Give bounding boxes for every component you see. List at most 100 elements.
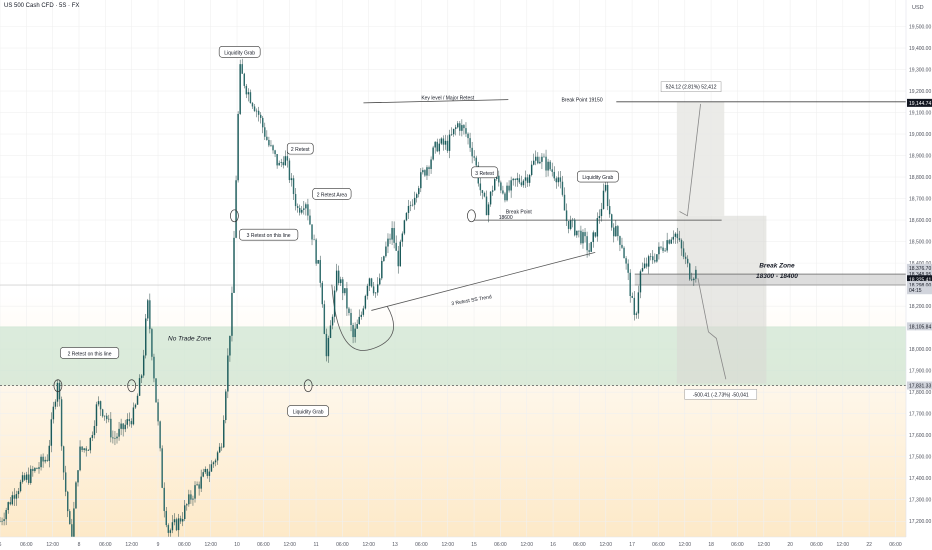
candle-body bbox=[658, 246, 660, 255]
candle-body bbox=[520, 182, 523, 186]
candle-body bbox=[110, 418, 112, 438]
price-label: 18,298.00 bbox=[909, 283, 931, 289]
candle-body bbox=[584, 232, 586, 237]
candle-body bbox=[333, 290, 336, 317]
candle-body bbox=[116, 436, 118, 439]
time-tick-label: 12:00 bbox=[520, 542, 533, 548]
candle-body bbox=[481, 190, 484, 193]
candle-body bbox=[175, 519, 178, 531]
candle-body bbox=[598, 216, 601, 219]
candle-body bbox=[582, 232, 584, 244]
candle-body bbox=[592, 232, 594, 243]
candle-body bbox=[395, 242, 397, 251]
annotation-label: 3 Retest bbox=[475, 171, 494, 177]
candle-body bbox=[307, 204, 309, 216]
candle-body bbox=[208, 471, 211, 476]
candle-body bbox=[561, 181, 564, 195]
candle-body bbox=[286, 156, 289, 161]
price-label: 17,831.33 bbox=[909, 384, 931, 390]
candle-body bbox=[459, 123, 461, 131]
candle-body bbox=[15, 494, 18, 499]
candle-body bbox=[512, 178, 514, 181]
candle-body bbox=[138, 378, 141, 396]
candle-body bbox=[229, 335, 231, 356]
candle-body bbox=[518, 178, 521, 183]
candle-body bbox=[608, 206, 611, 215]
candle-body bbox=[617, 226, 619, 237]
candle-body bbox=[693, 278, 695, 281]
candle-body bbox=[145, 318, 147, 356]
candle-body bbox=[684, 256, 687, 259]
candle-body bbox=[660, 246, 662, 248]
candle-body bbox=[407, 206, 410, 213]
price-label-bg bbox=[907, 322, 932, 331]
candle-body bbox=[112, 437, 114, 439]
candle-body bbox=[188, 494, 190, 505]
candle-body bbox=[370, 278, 373, 287]
candle-body bbox=[165, 511, 167, 526]
price-tick-label: 19,000.00 bbox=[909, 132, 931, 138]
candle-body bbox=[674, 233, 677, 237]
annotation-box bbox=[59, 347, 120, 359]
candle-body bbox=[508, 185, 510, 191]
candle-body bbox=[38, 467, 40, 469]
candle-body bbox=[650, 256, 652, 257]
candle-body bbox=[69, 511, 71, 525]
candle-body bbox=[574, 219, 576, 236]
currency-label: USD bbox=[912, 5, 924, 11]
candle-body bbox=[442, 138, 445, 145]
candle-body bbox=[241, 64, 243, 74]
candle-body bbox=[604, 184, 607, 191]
candle-body bbox=[64, 472, 67, 492]
candle-body bbox=[600, 208, 603, 217]
retest-circle bbox=[467, 209, 476, 223]
candle-body bbox=[28, 474, 30, 483]
candle-body bbox=[140, 375, 143, 379]
time-tick-label: 06:00 bbox=[810, 542, 823, 548]
candle-body bbox=[25, 474, 28, 480]
candle-body bbox=[309, 215, 311, 225]
candle-body bbox=[274, 150, 276, 155]
candle-body bbox=[200, 476, 202, 489]
candle-body bbox=[331, 316, 334, 326]
candle-body bbox=[372, 286, 375, 294]
time-tick-label: 8 bbox=[78, 542, 81, 548]
candle-body bbox=[218, 446, 221, 453]
candle-body bbox=[621, 244, 623, 248]
candle-body bbox=[686, 258, 689, 264]
time-tick-label: 12:00 bbox=[837, 542, 850, 548]
time-tick-label: 06:00 bbox=[573, 542, 586, 548]
candle-body bbox=[676, 233, 679, 239]
break-zone bbox=[634, 274, 906, 286]
candle-body bbox=[504, 193, 506, 201]
time-tick-label: 06:00 bbox=[415, 542, 428, 548]
candle-body bbox=[430, 159, 432, 169]
candle-body bbox=[691, 279, 693, 281]
time-tick-label: 15 bbox=[471, 542, 477, 548]
candle-body bbox=[151, 329, 153, 357]
time-tick-label: 17 bbox=[629, 542, 635, 548]
candle-body bbox=[212, 462, 215, 465]
candle-body bbox=[204, 469, 206, 473]
candle-body bbox=[344, 288, 346, 294]
retest-circle bbox=[230, 209, 239, 223]
candle-body bbox=[549, 161, 551, 170]
candle-body bbox=[17, 491, 20, 495]
candle-body bbox=[130, 421, 133, 425]
candle-body bbox=[602, 190, 605, 209]
candle-body bbox=[352, 325, 354, 338]
projection-up-arrow bbox=[679, 103, 701, 217]
annotation-label: Break Zone bbox=[759, 262, 795, 269]
candle-body bbox=[36, 468, 38, 469]
candle-body bbox=[79, 446, 81, 471]
candle-body bbox=[376, 284, 379, 293]
candle-body bbox=[411, 204, 414, 206]
candle-body bbox=[5, 510, 7, 520]
candle-body bbox=[666, 240, 668, 251]
candle-body bbox=[393, 228, 395, 243]
candle-body bbox=[7, 502, 9, 511]
candle-body bbox=[656, 254, 658, 262]
time-tick-label: 06:00 bbox=[731, 542, 744, 548]
